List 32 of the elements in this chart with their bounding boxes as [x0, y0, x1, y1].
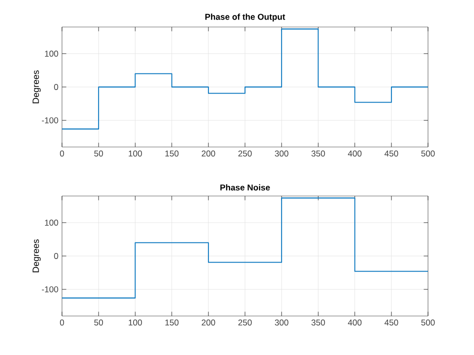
y-tick-label: -100: [42, 286, 58, 292]
x-tick-label: 500: [421, 320, 435, 326]
x-tick-label: 450: [384, 320, 398, 326]
x-tick-label: 150: [165, 150, 179, 157]
x-tick-label: 400: [348, 320, 362, 326]
y-tick-label: 0: [54, 253, 58, 259]
chart-title: Phase Noise: [220, 184, 270, 190]
y-axis-title: Degrees: [32, 70, 41, 104]
x-tick-label: 100: [128, 150, 142, 157]
x-tick-label: 200: [202, 320, 216, 326]
x-tick-label: 0: [60, 320, 64, 326]
y-tick-label: 100: [44, 220, 58, 226]
x-tick-label: 0: [60, 150, 64, 157]
x-tick-label: 300: [274, 150, 288, 157]
x-tick-label: 400: [348, 150, 362, 157]
y-tick-label: -100: [42, 117, 58, 124]
y-axis-title: Degrees: [32, 239, 41, 272]
x-tick-label: 250: [238, 320, 252, 326]
x-tick-label: 250: [238, 150, 252, 157]
x-tick-label: 50: [94, 150, 103, 157]
chart-title: Phase of the Output: [205, 14, 286, 22]
x-tick-label: 200: [202, 150, 216, 157]
x-tick-label: 450: [384, 150, 398, 157]
y-tick-label: 0: [54, 84, 58, 90]
y-tick-label: 100: [44, 50, 58, 57]
x-tick-label: 350: [311, 150, 325, 157]
x-tick-label: 50: [94, 320, 103, 326]
x-tick-label: 150: [165, 320, 179, 326]
x-tick-label: 500: [421, 150, 435, 157]
x-tick-label: 350: [311, 320, 325, 326]
x-tick-label: 100: [128, 320, 142, 326]
x-tick-label: 300: [274, 320, 288, 326]
